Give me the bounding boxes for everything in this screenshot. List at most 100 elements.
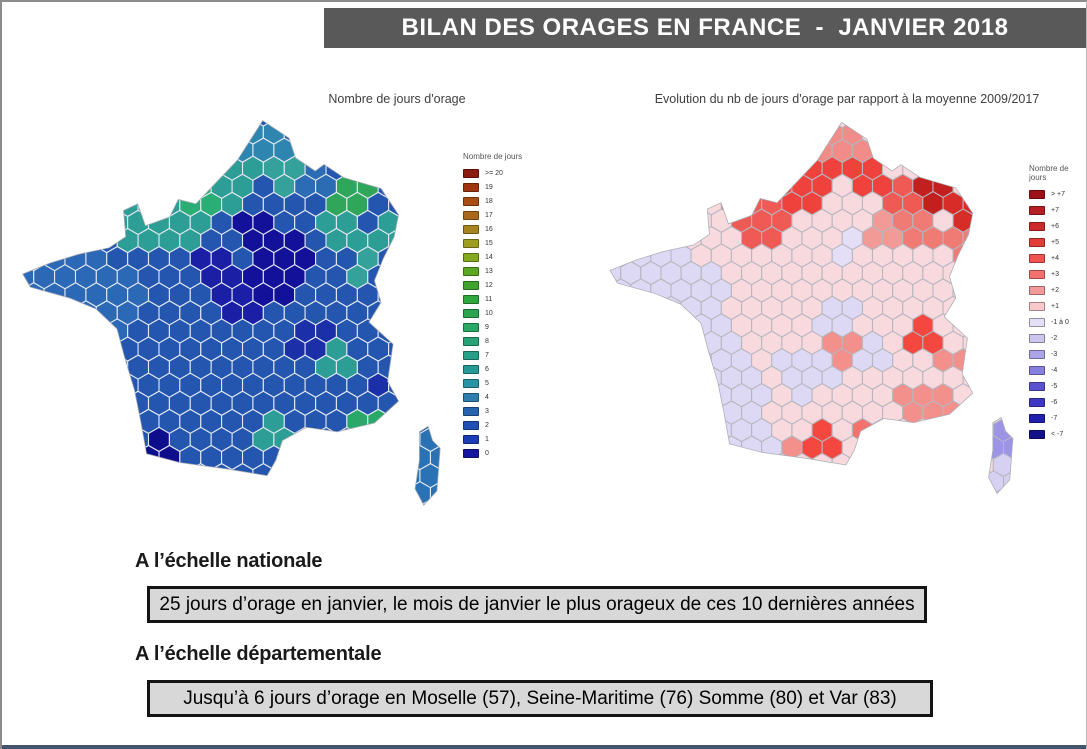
legend-color-swatch [1029, 366, 1045, 375]
legend-row: -5 [1029, 382, 1086, 391]
legend-label: 17 [485, 212, 493, 219]
legend-row: +2 [1029, 286, 1086, 295]
legend-row: 15 [463, 239, 522, 248]
legend-color-swatch [1029, 270, 1045, 279]
legend-row: 0 [463, 449, 522, 458]
legend-label: -3 [1051, 351, 1058, 358]
legend-color-swatch [463, 351, 479, 360]
legend-color-swatch [1029, 398, 1045, 407]
legend-label: > +7 [1051, 191, 1066, 198]
legend-label: +3 [1051, 271, 1059, 278]
legend-color-swatch [1029, 286, 1045, 295]
legend-color-swatch [463, 449, 479, 458]
legend-label: 14 [485, 254, 493, 261]
legend-label: +5 [1051, 239, 1059, 246]
footer-accent-bar [2, 745, 1086, 749]
legend-label: -7 [1051, 415, 1058, 422]
legend-label: 16 [485, 226, 493, 233]
legend-label: +7 [1051, 207, 1059, 214]
right-map-legend: Nombre de jours > +7 +7 +6 +5 +4 +3 +2 +1 -1 à 0… [1029, 164, 1086, 447]
legend-row: < -7 [1029, 430, 1086, 439]
legend-color-swatch [463, 197, 479, 206]
legend-label: -1 à 0 [1051, 319, 1069, 326]
departmental-scale-heading: A l’échelle départementale [135, 643, 382, 665]
legend-row: 4 [463, 393, 522, 402]
national-scale-callout: 25 jours d’orage en janvier, le mois de … [147, 586, 927, 623]
legend-row: 17 [463, 211, 522, 220]
legend-color-swatch [1029, 206, 1045, 215]
legend-color-swatch [463, 421, 479, 430]
legend-row: +7 [1029, 206, 1086, 215]
legend-label: 5 [485, 380, 489, 387]
legend-label: 9 [485, 324, 489, 331]
page-title: BILAN DES ORAGES EN FRANCE - JANVIER 201… [324, 8, 1086, 48]
legend-row: -3 [1029, 350, 1086, 359]
legend-row: 14 [463, 253, 522, 262]
legend-color-swatch [1029, 430, 1045, 439]
legend-color-swatch [463, 365, 479, 374]
legend-color-swatch [463, 253, 479, 262]
legend-row: +4 [1029, 254, 1086, 263]
left-map-legend: Nombre de jours >= 20 19 18 17 16 15 14 13 12 11 1… [463, 152, 522, 464]
legend-color-swatch [463, 435, 479, 444]
legend-row: 3 [463, 407, 522, 416]
legend-color-swatch [1029, 318, 1045, 327]
legend-label: 18 [485, 198, 493, 205]
legend-title: Nombre de jours [1029, 164, 1069, 182]
legend-color-swatch [463, 393, 479, 402]
legend-label: 19 [485, 184, 493, 191]
legend-row: -2 [1029, 334, 1086, 343]
legend-label: 4 [485, 394, 489, 401]
legend-row: > +7 [1029, 190, 1086, 199]
legend-color-swatch [463, 267, 479, 276]
legend-color-swatch [463, 281, 479, 290]
legend-row: 16 [463, 225, 522, 234]
legend-label: -5 [1051, 383, 1058, 390]
legend-color-swatch [463, 169, 479, 178]
legend-row: +3 [1029, 270, 1086, 279]
right-map-title: Evolution du nb de jours d'orage par rap… [654, 92, 1040, 106]
legend-label: 2 [485, 422, 489, 429]
legend-label: 3 [485, 408, 489, 415]
legend-row: 13 [463, 267, 522, 276]
legend-color-swatch [463, 379, 479, 388]
legend-color-swatch [463, 183, 479, 192]
legend-row: 5 [463, 379, 522, 388]
legend-color-swatch [1029, 334, 1045, 343]
legend-label: +6 [1051, 223, 1059, 230]
legend-color-swatch [463, 211, 479, 220]
legend-color-swatch [1029, 238, 1045, 247]
legend-label: 13 [485, 268, 493, 275]
legend-row: 12 [463, 281, 522, 290]
legend-row: 2 [463, 421, 522, 430]
legend-label: +1 [1051, 303, 1059, 310]
legend-label: 12 [485, 282, 493, 289]
legend-color-swatch [463, 225, 479, 234]
legend-color-swatch [1029, 222, 1045, 231]
legend-row: 1 [463, 435, 522, 444]
national-scale-heading: A l’échelle nationale [135, 550, 323, 572]
legend-color-swatch [463, 407, 479, 416]
legend-row: 6 [463, 365, 522, 374]
legend-color-swatch [463, 309, 479, 318]
legend-label: +4 [1051, 255, 1059, 262]
legend-row: 11 [463, 295, 522, 304]
legend-row: +6 [1029, 222, 1086, 231]
legend-color-swatch [463, 323, 479, 332]
legend-row: -6 [1029, 398, 1086, 407]
legend-label: 8 [485, 338, 489, 345]
legend-row: 18 [463, 197, 522, 206]
legend-label: 6 [485, 366, 489, 373]
legend-row: -1 à 0 [1029, 318, 1086, 327]
legend-color-swatch [463, 295, 479, 304]
departmental-scale-callout: Jusqu’à 6 jours d’orage en Moselle (57),… [147, 680, 933, 717]
legend-label: 7 [485, 352, 489, 359]
legend-title: Nombre de jours [463, 152, 523, 161]
legend-label: 1 [485, 436, 489, 443]
legend-color-swatch [1029, 302, 1045, 311]
legend-label: 10 [485, 310, 493, 317]
legend-color-swatch [463, 239, 479, 248]
legend-row: +1 [1029, 302, 1086, 311]
legend-label: 0 [485, 450, 489, 457]
